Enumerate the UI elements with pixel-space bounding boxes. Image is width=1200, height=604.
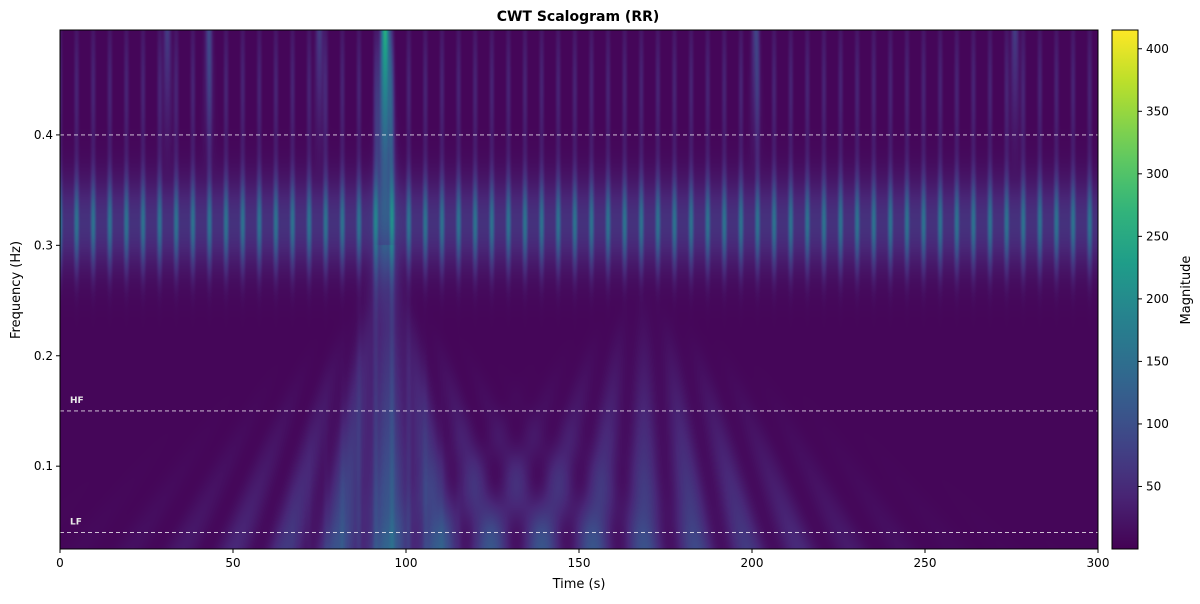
reference-line-label: HF [70, 396, 84, 406]
reference-lines: HF LF [60, 134, 1098, 533]
colorbar-tick-label: 50 [1146, 479, 1161, 493]
colorbar-tick-label: 100 [1146, 417, 1169, 431]
x-tick-label: 250 [914, 556, 937, 570]
x-tick-label: 50 [225, 556, 240, 570]
colorbar-label: Magnitude [1179, 256, 1194, 325]
colorbar-tick-label: 350 [1146, 104, 1169, 118]
colorbar-tick-label: 150 [1146, 354, 1169, 368]
heatmap-image [60, 30, 1098, 549]
x-tick-label: 0 [56, 556, 64, 570]
x-tick-label: 300 [1087, 556, 1110, 570]
heatmap-layer [60, 30, 1098, 549]
reference-line-label: LF [70, 517, 82, 527]
y-tick-label: 0.2 [34, 349, 53, 363]
x-tick-label: 150 [568, 556, 591, 570]
x-tick-label: 200 [741, 556, 764, 570]
y-axis: 0.1 0.2 0.3 0.4 [34, 128, 60, 473]
x-axis-label: Time (s) [552, 577, 606, 592]
x-axis: 0 50 100 150 200 250 300 [56, 549, 1109, 570]
colorbar [1111, 29, 1139, 550]
x-tick-label: 100 [395, 556, 418, 570]
y-tick-label: 0.1 [34, 459, 53, 473]
colorbar-ticks: 50 100 150 200 250 300 350 400 [1138, 42, 1169, 493]
y-tick-label: 0.3 [34, 238, 53, 252]
y-axis-label: Frequency (Hz) [9, 241, 24, 339]
colorbar-tick-label: 300 [1146, 167, 1169, 181]
chart-title: CWT Scalogram (RR) [497, 9, 660, 25]
colorbar-tick-label: 250 [1146, 229, 1169, 243]
y-tick-label: 0.4 [34, 128, 53, 142]
colorbar-tick-label: 400 [1146, 42, 1169, 56]
colorbar-tick-label: 200 [1146, 292, 1169, 306]
